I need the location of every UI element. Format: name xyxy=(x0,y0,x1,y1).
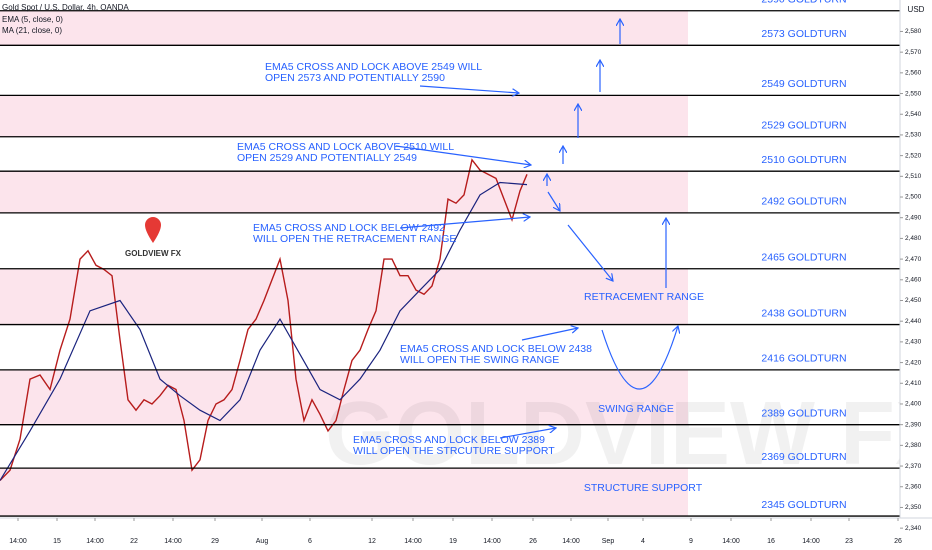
y-tick-label: 2,580 xyxy=(905,28,922,35)
x-tick-label: 26 xyxy=(529,538,537,545)
series-line xyxy=(0,181,528,481)
level-label: 2529 GOLDTURN xyxy=(761,120,846,132)
y-tick-label: 2,460 xyxy=(905,277,922,284)
y-tick-label: 2,540 xyxy=(905,111,922,118)
indicator-label: MA (21, close, 0) xyxy=(2,26,62,35)
zone xyxy=(0,369,688,425)
annotation: WILL OPEN THE RETRACEMENT RANGE xyxy=(253,233,456,245)
arrow xyxy=(395,145,531,165)
y-tick-label: 2,450 xyxy=(905,297,922,304)
annotation: EMA5 CROSS AND LOCK ABOVE 2549 WILL xyxy=(265,61,482,73)
level-label: 2465 GOLDTURN xyxy=(761,252,846,264)
arrow xyxy=(601,326,678,390)
y-tick-label: 2,410 xyxy=(905,380,922,387)
y-tick-label: 2,370 xyxy=(905,463,922,470)
level-label: 2510 GOLDTURN xyxy=(761,154,846,166)
y-tick-label: 2,550 xyxy=(905,90,922,97)
annotation: EMA5 CROSS AND LOCK ABOVE 2510 WILL xyxy=(237,141,454,153)
x-tick-label: Aug xyxy=(256,538,269,545)
y-tick-label: 2,510 xyxy=(905,173,922,180)
logo: GOLDVIEW FX xyxy=(125,217,182,258)
level-label: 2438 GOLDTURN xyxy=(761,307,846,319)
x-tick-label: 26 xyxy=(894,538,902,545)
y-tick-label: 2,480 xyxy=(905,235,922,242)
arrow xyxy=(567,224,613,281)
x-tick-label: 14:00 xyxy=(9,538,27,545)
annotation: EMA5 CROSS AND LOCK BELOW 2438 xyxy=(400,343,592,355)
zone xyxy=(0,95,688,137)
axis: 2,340 2,350 2,360 2,370 2,380 2,390 2,400 2,410… xyxy=(9,28,921,545)
zone xyxy=(0,468,688,517)
y-tick-label: 2,500 xyxy=(905,194,922,201)
x-tick-label: 6 xyxy=(308,538,312,545)
x-tick-label: 14:00 xyxy=(86,538,104,545)
y-tick-label: 2,560 xyxy=(905,70,922,77)
arrow xyxy=(547,191,560,211)
zone xyxy=(0,10,688,46)
level-label: 2416 GOLDTURN xyxy=(761,353,846,365)
y-tick-label: 2,440 xyxy=(905,318,922,325)
x-tick-label: 14:00 xyxy=(404,538,422,545)
x-tick-label: 4 xyxy=(641,538,645,545)
indicator-label: EMA (5, close, 0) xyxy=(2,15,63,24)
y-tick-label: 2,380 xyxy=(905,442,922,449)
level-label: 2389 GOLDTURN xyxy=(761,407,846,419)
arrows xyxy=(395,19,678,439)
zones xyxy=(0,10,688,517)
y-tick-label: 2,340 xyxy=(905,525,922,532)
y-tick-label: 2,430 xyxy=(905,339,922,346)
price-axis xyxy=(900,0,932,550)
y-tick-label: 2,530 xyxy=(905,132,922,139)
y-tick-label: 2,400 xyxy=(905,401,922,408)
annotation: WILL OPEN THE SWING RANGE xyxy=(400,354,559,366)
y-tick-label: 2,490 xyxy=(905,214,922,221)
watermark: GOLDVIEW FX xyxy=(325,384,932,484)
level-label: 2345 GOLDTURN xyxy=(761,499,846,511)
y-tick-label: 2,520 xyxy=(905,152,922,159)
x-tick-label: 16 xyxy=(767,538,775,545)
zone xyxy=(0,171,688,213)
x-tick-label: 14:00 xyxy=(802,538,820,545)
x-tick-label: 22 xyxy=(130,538,138,545)
y-tick-label: 2,360 xyxy=(905,483,922,490)
x-tick-label: 9 xyxy=(689,538,693,545)
x-tick-label: 29 xyxy=(211,538,219,545)
y-tick-label: 2,390 xyxy=(905,421,922,428)
annotation: OPEN 2573 AND POTENTIALLY 2590 xyxy=(265,72,445,84)
logo-text: GOLDVIEW FX xyxy=(125,249,182,258)
y-tick-label: 2,420 xyxy=(905,359,922,366)
x-tick-label: 14:00 xyxy=(722,538,740,545)
zone-label: SWING RANGE xyxy=(598,403,674,415)
x-tick-label: 14:00 xyxy=(164,538,182,545)
annotation: WILL OPEN THE STRCUTURE SUPPORT xyxy=(353,445,555,457)
annotation: EMA5 CROSS AND LOCK BELOW 2492 xyxy=(253,222,445,234)
level-label: 2590 GOLDTURN xyxy=(761,0,846,6)
level-label: 2492 GOLDTURN xyxy=(761,196,846,208)
annotation: OPEN 2529 AND POTENTIALLY 2549 xyxy=(237,152,417,164)
currency: USD xyxy=(908,5,925,14)
x-tick-label: 14:00 xyxy=(483,538,501,545)
x-tick-label: 15 xyxy=(53,538,61,545)
x-tick-label: 23 xyxy=(845,538,853,545)
arrow xyxy=(399,217,530,229)
zone-label: STRUCTURE SUPPORT xyxy=(584,482,703,494)
level-label: 2573 GOLDTURN xyxy=(761,28,846,40)
level-label: 2549 GOLDTURN xyxy=(761,78,846,90)
x-tick-label: 19 xyxy=(449,538,457,545)
x-tick-label: 14:00 xyxy=(562,538,580,545)
annotation: EMA5 CROSS AND LOCK BELOW 2389 xyxy=(353,434,545,446)
arrow xyxy=(521,328,578,341)
y-tick-label: 2,470 xyxy=(905,256,922,263)
y-tick-label: 2,570 xyxy=(905,49,922,56)
arrow xyxy=(419,85,519,93)
y-tick-label: 2,350 xyxy=(905,504,922,511)
chart-title: Gold Spot / U.S. Dollar, 4h, OANDA xyxy=(2,3,129,12)
arrow xyxy=(499,428,556,439)
level-label: 2369 GOLDTURN xyxy=(761,451,846,463)
zone-label: RETRACEMENT RANGE xyxy=(584,291,704,303)
annotations: EMA5 CROSS AND LOCK ABOVE 2549 WILLOPEN … xyxy=(237,61,704,494)
x-tick-label: 12 xyxy=(368,538,376,545)
x-tick-label: Sep xyxy=(602,538,615,545)
